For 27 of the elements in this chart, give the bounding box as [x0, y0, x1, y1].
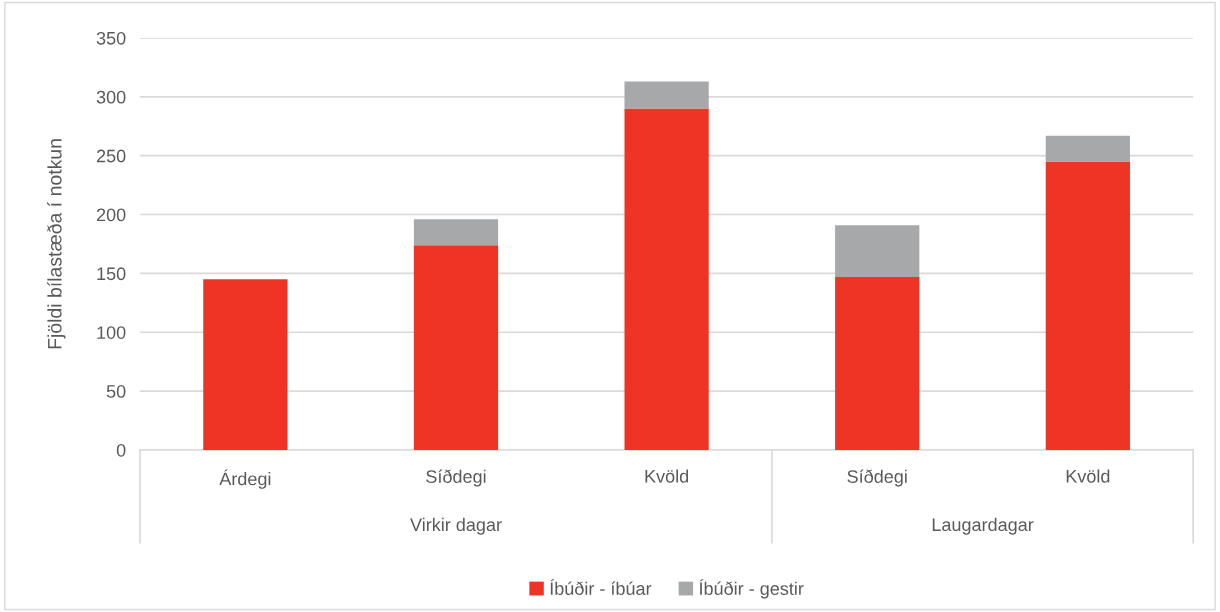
bar — [203, 279, 288, 450]
y-tick-label: 300 — [96, 90, 126, 104]
x-tick-label: Síðdegi — [847, 469, 907, 487]
x-tick-label: Árdegi — [219, 469, 271, 489]
y-tick-label: 250 — [96, 149, 126, 163]
y-tick-label: 150 — [97, 267, 126, 281]
legend-label: Íbúðir - gestir — [699, 579, 804, 599]
bar — [624, 81, 709, 109]
x-tick-label: Síðdegi — [426, 469, 486, 487]
bar — [413, 245, 499, 450]
legend-label: Íbúðir - íbúar — [550, 579, 652, 596]
bar — [624, 108, 709, 450]
bar — [1045, 135, 1130, 162]
y-axis-title: Fjöldi bílastæða í notkun — [47, 139, 66, 349]
bar — [835, 225, 920, 277]
text: Virkir dagar — [410, 517, 502, 535]
bar — [835, 276, 920, 450]
x-tick-label: Kvöld — [1066, 469, 1110, 483]
bar — [413, 219, 499, 246]
y-tick-label: 200 — [96, 208, 126, 222]
y-tick-label: 50 — [106, 385, 126, 398]
text: Laugardagar — [932, 517, 1034, 535]
bar — [1045, 161, 1130, 450]
y-tick-label: 0 — [116, 443, 126, 457]
y-tick-label: 100 — [97, 326, 126, 339]
x-tick-label: Kvöld — [645, 469, 689, 483]
y-tick-label: 350 — [96, 31, 126, 45]
